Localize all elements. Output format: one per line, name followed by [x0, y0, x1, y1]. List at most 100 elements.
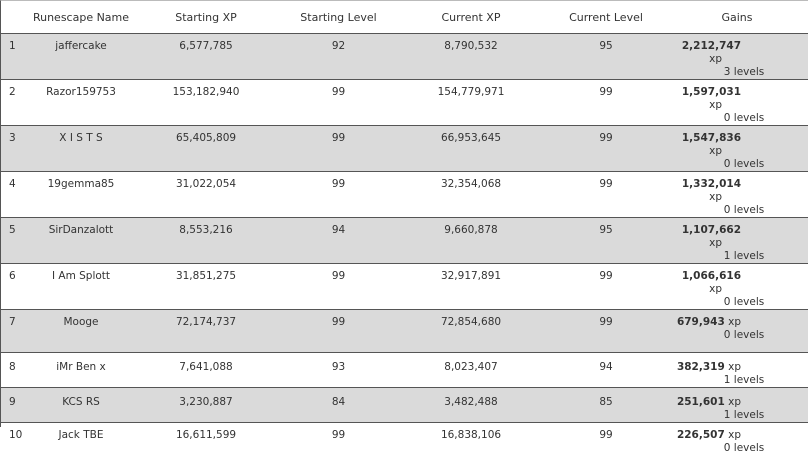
current-level-cell: 85 — [546, 388, 666, 423]
starting-xp-cell: 31,851,275 — [131, 264, 281, 310]
current-xp-cell: 72,854,680 — [396, 310, 546, 353]
gains-levels: 3 levels — [680, 66, 808, 79]
starting-level-cell: 99 — [281, 80, 396, 126]
rank-cell: 2 — [1, 80, 31, 126]
gains-xp-unit: xp — [671, 145, 741, 158]
gains-xp-value: 1,332,014 — [682, 178, 741, 190]
current-xp-cell: 3,482,488 — [396, 388, 546, 423]
gains-xp: 1,107,662 xp — [671, 224, 741, 250]
current-xp-cell: 66,953,645 — [396, 126, 546, 172]
gains-xp-unit: xp — [671, 283, 741, 296]
gains-xp: 1,597,031 xp — [671, 86, 741, 112]
gains-xp-unit: xp — [671, 191, 741, 204]
header-cell — [1, 1, 31, 34]
gains-xp-value: 1,066,616 — [682, 270, 741, 282]
starting-level-cell: 99 — [281, 423, 396, 463]
starting-xp-cell: 153,182,940 — [131, 80, 281, 126]
name-cell: KCS RS — [31, 388, 131, 423]
gains-levels: 0 levels — [680, 204, 808, 217]
current-level-cell: 95 — [546, 34, 666, 80]
header-cell: Current XP — [396, 1, 546, 34]
starting-xp-cell: 72,174,737 — [131, 310, 281, 353]
rank-cell: 8 — [1, 353, 31, 388]
starting-xp-cell: 6,577,785 — [131, 34, 281, 80]
gains-xp: 2,212,747 xp — [671, 40, 741, 66]
name-cell: jaffercake — [31, 34, 131, 80]
starting-level-cell: 99 — [281, 172, 396, 218]
starting-xp-cell: 16,611,599 — [131, 423, 281, 463]
gains-levels: 1 levels — [680, 409, 808, 422]
gains-xp-unit: xp — [728, 429, 741, 441]
gains-xp-value: 2,212,747 — [682, 40, 741, 52]
current-xp-cell: 32,917,891 — [396, 264, 546, 310]
header-cell: Starting Level — [281, 1, 396, 34]
rank-cell: 1 — [1, 34, 31, 80]
header-cell: Gains — [666, 1, 808, 34]
current-xp-cell: 16,838,106 — [396, 423, 546, 463]
gains-xp-value: 226,507 — [677, 429, 725, 441]
header-cell: Runescape Name — [31, 1, 131, 34]
current-level-cell: 94 — [546, 353, 666, 388]
starting-xp-cell: 7,641,088 — [131, 353, 281, 388]
current-xp-cell: 8,790,532 — [396, 34, 546, 80]
starting-level-cell: 99 — [281, 126, 396, 172]
rank-cell: 9 — [1, 388, 31, 423]
current-level-cell: 99 — [546, 264, 666, 310]
current-xp-cell: 9,660,878 — [396, 218, 546, 264]
current-xp-cell: 154,779,971 — [396, 80, 546, 126]
current-xp-cell: 8,023,407 — [396, 353, 546, 388]
starting-level-cell: 92 — [281, 34, 396, 80]
gains-xp-value: 382,319 — [677, 361, 725, 373]
gains-xp-unit: xp — [728, 396, 741, 408]
starting-xp-cell: 8,553,216 — [131, 218, 281, 264]
starting-xp-cell: 31,022,054 — [131, 172, 281, 218]
current-level-cell: 99 — [546, 423, 666, 463]
rank-cell: 3 — [1, 126, 31, 172]
gains-levels: 1 levels — [680, 250, 808, 263]
current-level-cell: 95 — [546, 218, 666, 264]
current-xp-cell: 32,354,068 — [396, 172, 546, 218]
gains-xp-unit: xp — [671, 237, 741, 250]
rank-cell: 7 — [1, 310, 31, 353]
current-level-cell: 99 — [546, 80, 666, 126]
name-cell: Razor159753 — [31, 80, 131, 126]
rank-cell: 4 — [1, 172, 31, 218]
gains-xp: 1,066,616 xp — [671, 270, 741, 296]
current-level-cell: 99 — [546, 310, 666, 353]
rank-cell: 5 — [1, 218, 31, 264]
gains-levels: 0 levels — [680, 442, 808, 455]
rank-cell: 10 — [1, 423, 31, 463]
gains-xp: 382,319 xp — [671, 361, 741, 374]
starting-level-cell: 84 — [281, 388, 396, 423]
name-cell: X I S T S — [31, 126, 131, 172]
gains-xp-value: 679,943 — [677, 316, 725, 328]
gains-xp: 1,332,014 xp — [671, 178, 741, 204]
